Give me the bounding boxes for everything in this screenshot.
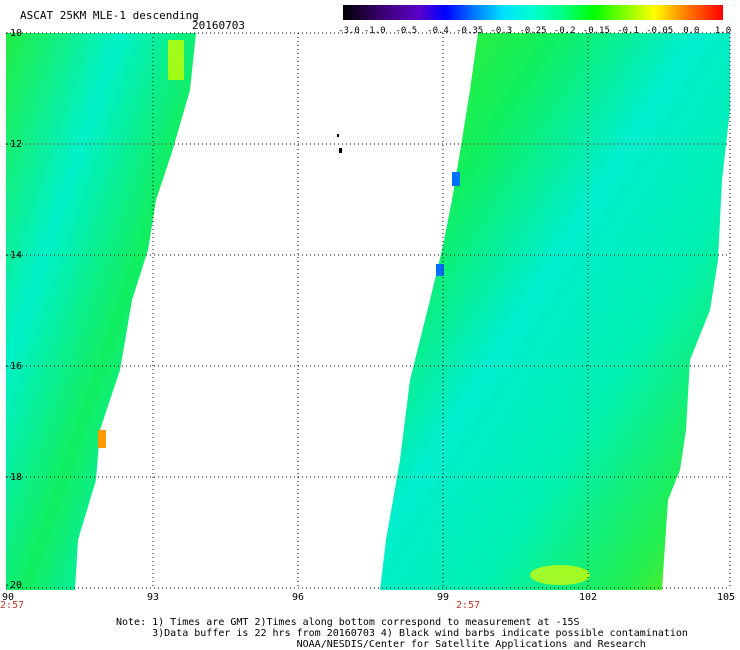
grid — [6, 32, 731, 589]
colorbar — [343, 5, 723, 20]
colorbar-tick-label: -0.2 — [553, 26, 576, 36]
lat-tick: -20 — [4, 580, 23, 591]
right-swath-low-cell — [452, 172, 460, 186]
pass-time-label: 2:57 — [0, 600, 25, 611]
colorbar-tick-label: -3.0 — [338, 26, 360, 36]
lat-tick: -14 — [4, 250, 23, 261]
colorbar-tick-label: -0.35 — [456, 26, 484, 36]
lon-tick: 90 — [1, 592, 15, 603]
colorbar-tick-label: -0.3 — [490, 26, 513, 36]
pass-time-label: 2:57 — [456, 600, 481, 611]
lon-tick: 96 — [291, 592, 305, 603]
map-date: 20160703 — [192, 19, 245, 32]
lon-tick: 102 — [578, 592, 598, 603]
colorbar-tick-label: -1.0 — [363, 26, 386, 36]
lon-tick: 99 — [436, 592, 450, 603]
colorbar-tick-label: -0.5 — [395, 26, 418, 36]
left-swath — [6, 33, 196, 590]
lat-tick: -18 — [4, 472, 23, 483]
lat-tick: -16 — [4, 361, 23, 372]
lat-tick: -12 — [4, 139, 23, 150]
left-swath-highlight — [168, 40, 184, 80]
right-swath-low-cell — [436, 264, 444, 276]
right-swath — [380, 33, 730, 590]
wind-barb-marks — [337, 134, 342, 153]
right-swath-yellow-patch — [530, 565, 590, 585]
map-title: ASCAT 25KM MLE-1 descending — [20, 9, 199, 22]
colorbar-tick-label: -0.4 — [427, 26, 449, 36]
lat-tick: -10 — [4, 28, 23, 39]
colorbar-tick-label: -0.1 — [617, 26, 639, 36]
colorbar-tick-label: 1.0 — [714, 26, 732, 36]
footer-notes: Note: 1) Times are GMT 2)Times along bot… — [116, 617, 688, 650]
note-line: NOAA/NESDIS/Center for Satellite Applica… — [116, 639, 646, 650]
colorbar-tick-label: -0.25 — [519, 26, 547, 36]
lon-tick: 105 — [716, 592, 736, 603]
colorbar-tick-label: 0.0 — [683, 26, 700, 36]
colorbar-tick-label: -0.05 — [646, 26, 674, 36]
left-swath-hotspot — [98, 430, 106, 448]
lon-tick: 93 — [146, 592, 160, 603]
note-line: 3)Data buffer is 22 hrs from 20160703 4)… — [116, 628, 688, 639]
colorbar-tick-label: -0.15 — [582, 26, 610, 36]
note-line: Note: 1) Times are GMT 2)Times along bot… — [116, 617, 580, 628]
